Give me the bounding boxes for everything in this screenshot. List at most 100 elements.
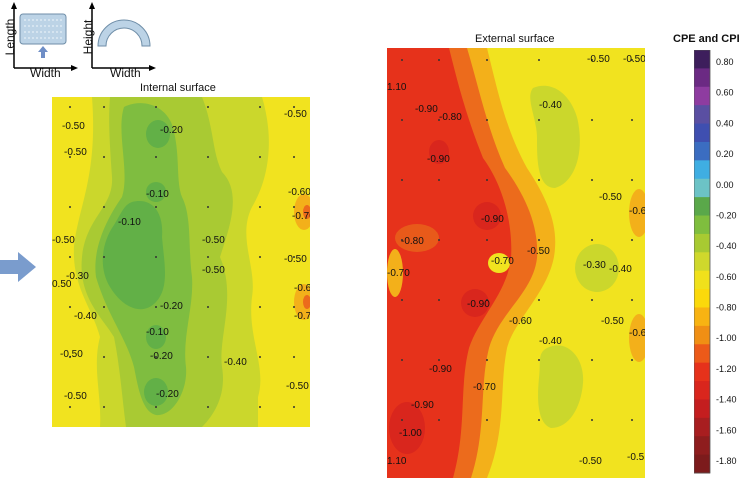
plan-schematic: [11, 2, 78, 71]
external-label: -0.90: [429, 364, 452, 375]
external-label: -0.50: [527, 246, 550, 257]
external-label: -0.40: [609, 264, 632, 275]
external-label: -0.50: [579, 456, 602, 467]
internal-label: -0.10: [118, 217, 141, 228]
colorbar-swatch: [694, 399, 710, 419]
internal-label: -0.50: [286, 381, 309, 392]
colorbar-tick-label: -1.80: [716, 456, 737, 466]
internal-label: -0.50: [64, 147, 87, 158]
external-label: -0.6: [629, 328, 645, 339]
colorbar-swatch: [694, 289, 710, 308]
plan-width-label: Width: [30, 66, 61, 80]
external-label: -0.80: [439, 112, 462, 123]
colorbar-swatch: [694, 381, 710, 400]
internal-label: -0.10: [146, 327, 169, 338]
colorbar-title: CPE and CPI: [673, 33, 740, 45]
colorbar-swatch: [694, 233, 710, 253]
building-plan-icon: [19, 13, 67, 45]
external-label: -0.70: [491, 256, 514, 267]
internal-label: -0.40: [224, 357, 247, 368]
internal-label: -0.20: [160, 125, 183, 136]
colorbar-tick-label: -1.00: [716, 333, 737, 343]
colorbar-swatch: [694, 362, 710, 382]
internal-label: -0.50: [62, 121, 85, 132]
colorbar-swatch: [694, 215, 710, 235]
section-width-label: Width: [110, 66, 141, 80]
external-label: -0.40: [539, 336, 562, 347]
external-label: -0.70: [387, 268, 410, 279]
external-label: -1.00: [399, 428, 422, 439]
colorbar-swatch: [694, 160, 710, 180]
colorbar-tick-label: 0.60: [716, 88, 734, 98]
external-label: -0.70: [473, 382, 496, 393]
external-label: -0.6: [629, 206, 645, 217]
internal-panel-title: Internal surface: [140, 82, 216, 94]
external-label: -0.90: [411, 400, 434, 411]
colorbar-swatch: [694, 197, 710, 217]
colorbar-tick-label: -1.40: [716, 395, 737, 405]
external-label: -0.50: [587, 54, 610, 65]
external-label: -0.80: [401, 236, 424, 247]
external-label: -0.90: [415, 104, 438, 115]
colorbar-swatch: [694, 436, 710, 456]
colorbar-tick-label: 0.00: [716, 180, 734, 190]
external-label: -0.90: [481, 214, 504, 225]
wind-arrow-icon: [0, 252, 36, 282]
width-arrow-icon: [71, 65, 78, 71]
colorbar-tick-label: -0.20: [716, 210, 737, 220]
colorbar-swatch: [694, 141, 710, 161]
contour-level-minus-090: [387, 48, 512, 478]
internal-label: -0.60: [288, 187, 310, 198]
internal-label: -0.10: [146, 189, 169, 200]
colorbar-tick-label: 0.20: [716, 149, 734, 159]
external-label: -0.50: [623, 54, 645, 65]
colorbar-swatch: [694, 417, 710, 437]
colorbar-swatch: [694, 270, 710, 290]
section-schematic: [89, 2, 156, 71]
colorbar-swatch: [694, 105, 710, 125]
internal-label: -0.50: [284, 254, 307, 265]
wind-direction-icon: [38, 46, 48, 58]
colorbar-tick-label: -0.60: [716, 272, 737, 282]
colorbar-tick-label: -0.40: [716, 241, 737, 251]
internal-label: -0.50: [202, 235, 225, 246]
colorbar-tick-label: 0.80: [716, 57, 734, 67]
height-arrow-icon: [89, 2, 95, 9]
external-label: -0.5: [627, 452, 645, 463]
external-panel-title: External surface: [475, 33, 555, 45]
length-label: Length: [3, 18, 17, 56]
external-label: -0.50: [601, 316, 624, 327]
external-label: -0.60: [509, 316, 532, 327]
internal-label: -0.60: [294, 283, 310, 294]
colorbar-tick-label: -1.20: [716, 364, 737, 374]
colorbar-swatch: [694, 252, 710, 272]
length-arrow-icon: [11, 2, 17, 9]
internal-label: -0.70: [294, 311, 310, 322]
colorbar: 0.80 0.60 0.40 0.20 0.00 -0.20 -0.40 -0.60 -0.80…: [694, 50, 737, 474]
height-label: Height: [81, 19, 95, 55]
internal-contour-map: -0.50 -0.50 -0.20 -0.50 -0.10 -0.10 -0.6…: [52, 97, 310, 427]
external-label: -0.40: [539, 100, 562, 111]
external-label: 1.10: [387, 82, 407, 93]
external-label: -0.90: [427, 154, 450, 165]
internal-label: -0.50: [64, 391, 87, 402]
external-label: -0.90: [467, 299, 490, 310]
colorbar-swatch: [694, 454, 710, 474]
colorbar-swatch: [694, 50, 710, 69]
colorbar-swatch: [694, 68, 710, 88]
internal-label: 0.50: [52, 279, 72, 290]
internal-label: -0.70: [292, 211, 310, 222]
contour-level-minus-010: [102, 201, 165, 310]
internal-label: -0.20: [150, 351, 173, 362]
colorbar-tick-label: -0.80: [716, 303, 737, 313]
external-label: 1.10: [387, 456, 407, 467]
colorbar-swatch: [694, 307, 710, 327]
internal-label: -0.40: [74, 311, 97, 322]
colorbar-tick-label: 0.40: [716, 118, 734, 128]
external-contour-map: -0.50 -0.50 1.10 -0.90 -0.80 -0.40 -0.90…: [387, 48, 645, 478]
section-width-arrow-icon: [149, 65, 156, 71]
colorbar-ticks: 0.80 0.60 0.40 0.20 0.00 -0.20 -0.40 -0.60 -0.80…: [716, 57, 737, 466]
internal-label: -0.50: [52, 235, 75, 246]
colorbar-swatch: [694, 344, 710, 364]
internal-label: -0.50: [284, 109, 307, 120]
